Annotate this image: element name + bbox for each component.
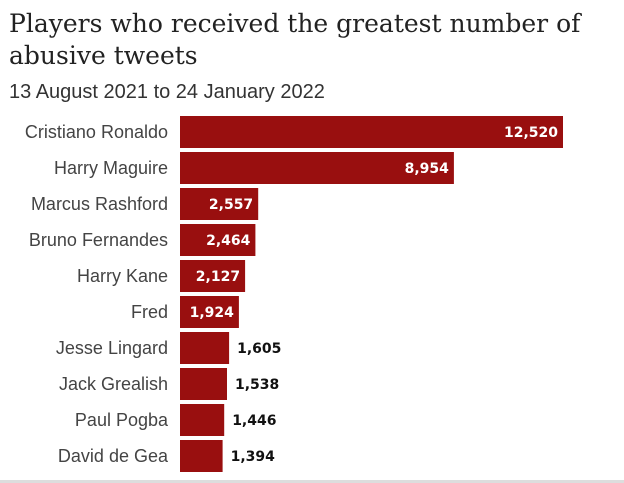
bar-row: Bruno Fernandes 2,464 xyxy=(29,224,256,256)
bar xyxy=(180,332,230,364)
category-label: Jesse Lingard xyxy=(56,338,168,358)
value-label: 1,394 xyxy=(231,449,276,465)
value-label: 2,464 xyxy=(206,233,251,249)
category-label: Harry Kane xyxy=(77,266,168,286)
bar-row: Harry Kane 2,127 xyxy=(77,260,246,292)
value-label: 2,557 xyxy=(209,197,253,213)
value-label: 1,605 xyxy=(237,341,281,357)
bar-row: Jack Grealish 1,538 xyxy=(59,368,279,400)
bar xyxy=(180,260,246,292)
bar-row: Harry Maguire 8,954 xyxy=(54,152,454,184)
bar xyxy=(180,152,454,184)
bar-row: Jesse Lingard 1,605 xyxy=(56,332,281,364)
bar xyxy=(180,116,563,148)
category-label: Harry Maguire xyxy=(54,158,168,178)
bar-row: Paul Pogba 1,446 xyxy=(75,404,276,436)
value-label: 1,924 xyxy=(190,305,235,321)
bar xyxy=(180,404,225,436)
value-label: 2,127 xyxy=(196,269,240,285)
category-label: David de Gea xyxy=(58,446,169,466)
bar-row: Marcus Rashford 2,557 xyxy=(31,188,259,220)
value-label: 12,520 xyxy=(504,125,558,141)
bottom-divider xyxy=(0,480,624,483)
chart-title: Players who received the greatest number… xyxy=(9,9,581,70)
bar xyxy=(180,296,239,328)
category-label: Fred xyxy=(131,302,168,322)
category-label: Jack Grealish xyxy=(59,374,168,394)
value-label: 8,954 xyxy=(405,161,450,177)
bar-row: David de Gea 1,394 xyxy=(58,440,275,472)
bar xyxy=(180,368,227,400)
bar-row: Cristiano Ronaldo 12,520 xyxy=(25,116,563,148)
value-label: 1,538 xyxy=(235,377,279,393)
bar xyxy=(180,224,256,256)
bar xyxy=(180,440,223,472)
category-label: Paul Pogba xyxy=(75,410,169,430)
bar xyxy=(180,188,259,220)
value-label: 1,446 xyxy=(232,413,276,429)
chart-subtitle: 13 August 2021 to 24 January 2022 xyxy=(9,81,325,103)
category-label: Bruno Fernandes xyxy=(29,230,168,250)
category-label: Marcus Rashford xyxy=(31,194,168,214)
category-label: Cristiano Ronaldo xyxy=(25,122,168,142)
bar-row: Fred 1,924 xyxy=(131,296,239,328)
